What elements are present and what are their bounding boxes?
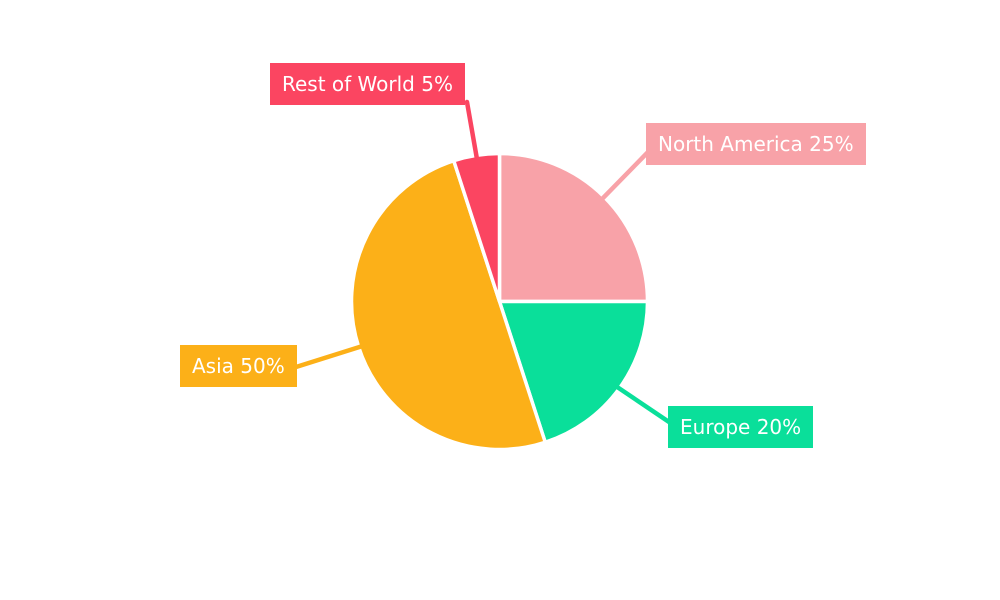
leader-line-rest-of-world — [464, 99, 479, 160]
callout-label-asia: Asia 50% — [180, 345, 297, 387]
callout-label-europe: Europe 20% — [668, 406, 814, 448]
leader-line-north-america — [600, 147, 653, 201]
leader-line-europe — [615, 385, 675, 427]
callout-label-north-america: North America 25% — [646, 123, 866, 165]
callout-label-rest-of-world: Rest of World 5% — [270, 63, 465, 105]
leader-line-asia — [293, 344, 363, 370]
